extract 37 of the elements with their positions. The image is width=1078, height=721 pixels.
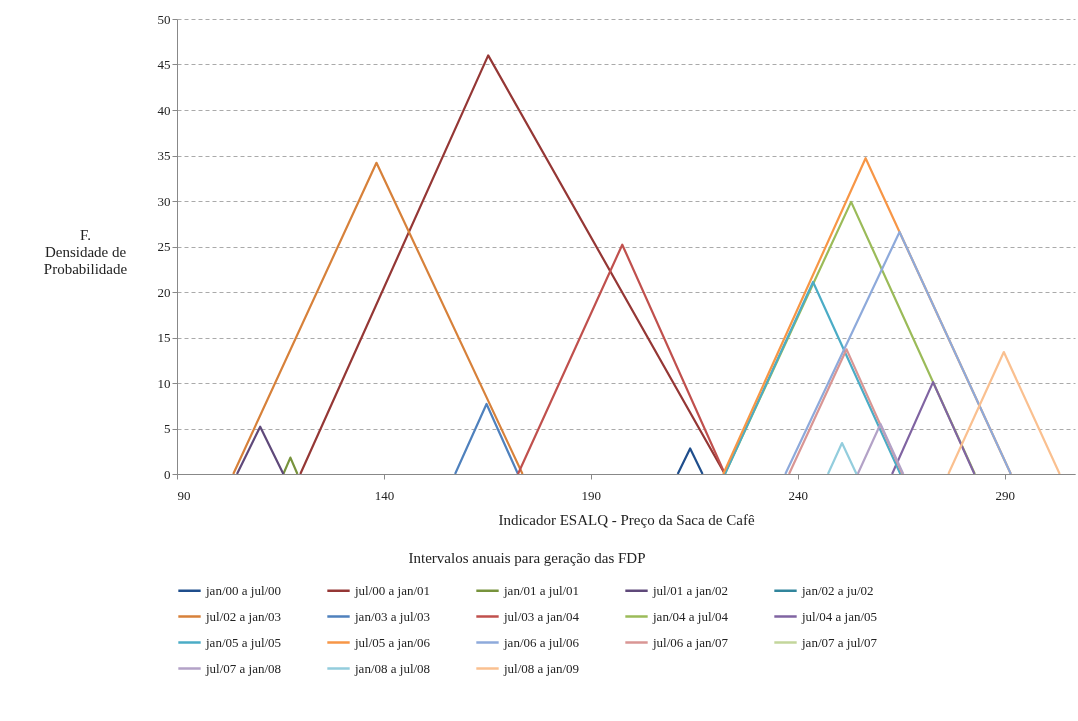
legend-label: jan/08 a jul/08 — [354, 660, 431, 676]
legend-label: jul/07 a jan/08 — [205, 660, 282, 676]
y-tick-label: 30 — [157, 193, 171, 209]
y-tick-label: 50 — [157, 11, 171, 27]
y-tick-label: 10 — [157, 375, 171, 391]
legend-title: Intervalos anuais para geração das FDP — [408, 550, 646, 566]
y-tick-label: 20 — [157, 284, 171, 300]
y-tick-label: 0 — [164, 466, 171, 482]
legend-label: jul/02 a jan/03 — [205, 608, 282, 624]
x-tick-label: 90 — [177, 487, 191, 503]
y-tick-label: 45 — [157, 57, 171, 72]
legend-label: jul/03 a jan/04 — [503, 608, 580, 624]
legend-label: jul/06 a jan/07 — [652, 634, 729, 650]
x-tick-label: 240 — [788, 487, 808, 503]
legend-label: jan/04 a jul/04 — [652, 608, 729, 624]
legend-label: jan/05 a jul/05 — [205, 634, 282, 650]
y-tick-label: 35 — [157, 148, 171, 163]
y-axis-title: F. Densidade de Probabilidade — [43, 226, 128, 277]
legend-label: jul/04 a jan/05 — [801, 608, 878, 624]
legend-label: jan/00 a jul/00 — [205, 582, 282, 598]
legend-label: jan/03 a jul/03 — [354, 608, 431, 624]
legend-label: jul/01 a jan/02 — [652, 582, 729, 598]
legend-label: jan/07 a jul/07 — [801, 634, 878, 650]
legend-label: jul/08 a jan/09 — [503, 660, 580, 676]
x-axis-title: Indicador ESALQ - Preço da Saca de Cafê — [498, 511, 755, 528]
y-tick-label: 40 — [157, 102, 171, 118]
x-tick-label: 190 — [581, 487, 602, 503]
y-tick-label: 15 — [157, 330, 171, 345]
y-tick-label: 25 — [157, 239, 171, 254]
legend-label: jul/05 a jan/06 — [354, 634, 431, 650]
x-tick-label: 140 — [374, 487, 395, 503]
legend-label: jul/00 a jan/01 — [354, 582, 431, 598]
legend-label: jan/06 a jul/06 — [503, 634, 580, 650]
y-tick-label: 5 — [164, 421, 171, 436]
x-tick-label: 290 — [995, 487, 1015, 503]
legend-label: jan/01 a jul/01 — [503, 582, 580, 598]
legend-label: jan/02 a ju/02 — [801, 582, 874, 598]
